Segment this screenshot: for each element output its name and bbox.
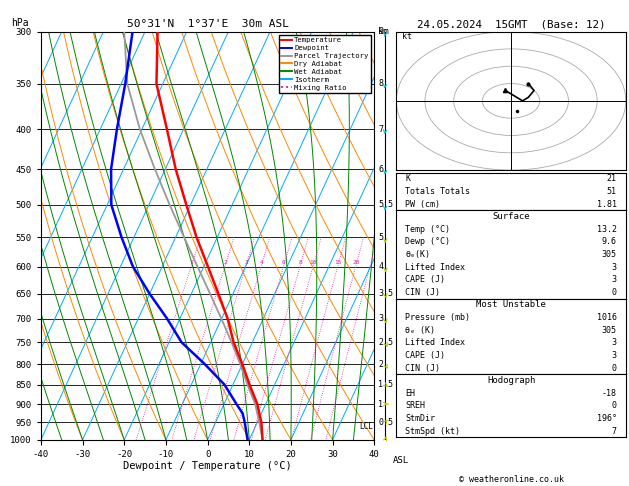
Legend: Temperature, Dewpoint, Parcel Trajectory, Dry Adiabat, Wet Adiabat, Isotherm, Mi: Temperature, Dewpoint, Parcel Trajectory… bbox=[279, 35, 370, 93]
Text: 7: 7 bbox=[611, 427, 616, 435]
Text: Most Unstable: Most Unstable bbox=[476, 300, 546, 310]
Text: 2: 2 bbox=[379, 360, 384, 369]
Text: Surface: Surface bbox=[493, 212, 530, 221]
Text: K: K bbox=[406, 174, 411, 183]
Text: 5: 5 bbox=[379, 233, 384, 242]
Text: 3: 3 bbox=[611, 262, 616, 272]
Text: 24.05.2024  15GMT  (Base: 12): 24.05.2024 15GMT (Base: 12) bbox=[417, 19, 605, 29]
Text: Lifted Index: Lifted Index bbox=[406, 338, 465, 347]
Text: 1: 1 bbox=[189, 260, 193, 265]
Text: Hodograph: Hodograph bbox=[487, 376, 535, 385]
Text: Dewp (°C): Dewp (°C) bbox=[406, 237, 450, 246]
Text: 3: 3 bbox=[611, 351, 616, 360]
Text: 1.5: 1.5 bbox=[379, 380, 393, 389]
Text: 196°: 196° bbox=[597, 414, 616, 423]
Text: 4: 4 bbox=[379, 262, 384, 271]
Text: hPa: hPa bbox=[11, 17, 28, 28]
Text: 2.5: 2.5 bbox=[379, 338, 393, 347]
Text: 3: 3 bbox=[611, 275, 616, 284]
Text: CIN (J): CIN (J) bbox=[406, 364, 440, 373]
Text: kt: kt bbox=[402, 32, 412, 40]
Text: 0: 0 bbox=[611, 401, 616, 410]
Text: θₑ(K): θₑ(K) bbox=[406, 250, 430, 259]
Text: EH: EH bbox=[406, 389, 415, 398]
X-axis label: Dewpoint / Temperature (°C): Dewpoint / Temperature (°C) bbox=[123, 461, 292, 471]
Text: Lifted Index: Lifted Index bbox=[406, 262, 465, 272]
Text: 0: 0 bbox=[611, 288, 616, 297]
Text: θₑ (K): θₑ (K) bbox=[406, 326, 435, 335]
Text: 13.2: 13.2 bbox=[597, 225, 616, 234]
Text: 1016: 1016 bbox=[597, 313, 616, 322]
Text: 8: 8 bbox=[298, 260, 302, 265]
Text: 3.5: 3.5 bbox=[379, 289, 393, 298]
Text: 10: 10 bbox=[309, 260, 317, 265]
Text: PW (cm): PW (cm) bbox=[406, 200, 440, 208]
Text: 8: 8 bbox=[379, 79, 384, 88]
Text: 6: 6 bbox=[379, 165, 384, 174]
Text: CAPE (J): CAPE (J) bbox=[406, 275, 445, 284]
Text: StmDir: StmDir bbox=[406, 414, 435, 423]
Text: 7: 7 bbox=[379, 124, 384, 134]
Text: LCL: LCL bbox=[359, 422, 373, 431]
Text: 20: 20 bbox=[352, 260, 360, 265]
Text: ASL: ASL bbox=[393, 456, 409, 465]
Text: 15: 15 bbox=[334, 260, 342, 265]
Text: StmSpd (kt): StmSpd (kt) bbox=[406, 427, 460, 435]
Text: km: km bbox=[379, 27, 389, 36]
Text: 2: 2 bbox=[223, 260, 227, 265]
Text: 1.81: 1.81 bbox=[597, 200, 616, 208]
Text: Mixing Ratio (g/kg): Mixing Ratio (g/kg) bbox=[426, 188, 435, 283]
Text: 6: 6 bbox=[282, 260, 286, 265]
Text: 3: 3 bbox=[244, 260, 248, 265]
Text: 1: 1 bbox=[379, 399, 384, 409]
Text: -18: -18 bbox=[602, 389, 616, 398]
Text: CIN (J): CIN (J) bbox=[406, 288, 440, 297]
Text: 4: 4 bbox=[260, 260, 264, 265]
Text: 305: 305 bbox=[602, 326, 616, 335]
Text: CAPE (J): CAPE (J) bbox=[406, 351, 445, 360]
Text: Totals Totals: Totals Totals bbox=[406, 187, 470, 196]
Text: 21: 21 bbox=[607, 174, 616, 183]
Text: 305: 305 bbox=[602, 250, 616, 259]
Text: 5.5: 5.5 bbox=[379, 200, 393, 209]
Text: © weatheronline.co.uk: © weatheronline.co.uk bbox=[459, 475, 564, 484]
Text: 0.5: 0.5 bbox=[379, 418, 393, 427]
Text: Pressure (mb): Pressure (mb) bbox=[406, 313, 470, 322]
Text: 9: 9 bbox=[379, 27, 384, 36]
Text: SREH: SREH bbox=[406, 401, 425, 410]
Text: 3: 3 bbox=[379, 314, 384, 323]
Text: Temp (°C): Temp (°C) bbox=[406, 225, 450, 234]
Text: 0: 0 bbox=[611, 364, 616, 373]
Text: 51: 51 bbox=[607, 187, 616, 196]
Text: 50°31'N  1°37'E  30m ASL: 50°31'N 1°37'E 30m ASL bbox=[126, 19, 289, 29]
Text: 3: 3 bbox=[611, 338, 616, 347]
Text: 9.6: 9.6 bbox=[602, 237, 616, 246]
